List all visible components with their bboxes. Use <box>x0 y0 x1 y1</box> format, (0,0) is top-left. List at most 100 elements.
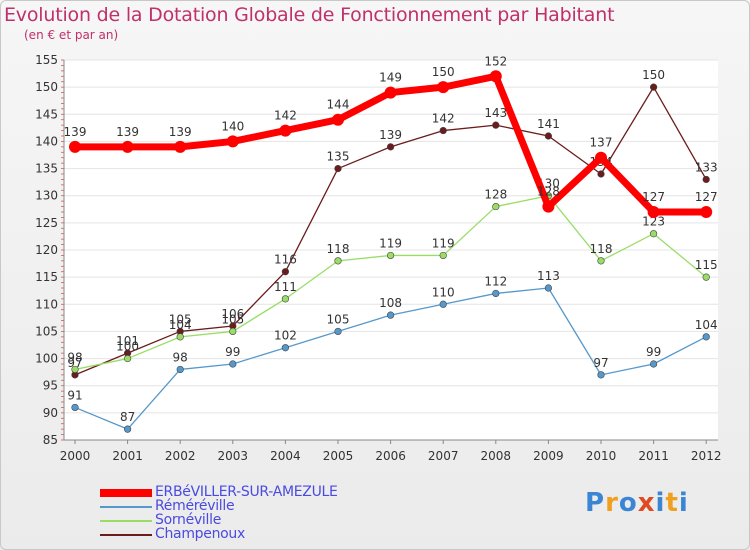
logo-letter: P <box>585 488 606 518</box>
data-point-sorneville <box>281 295 290 303</box>
y-tick-label: 95 <box>43 379 58 393</box>
x-tick-label: 2003 <box>218 449 249 463</box>
data-point-sorneville <box>492 202 500 211</box>
legend-label: Sornéville <box>155 512 222 528</box>
data-point-champenoux <box>439 126 447 135</box>
chart-subtitle: (en € et par an) <box>24 28 119 42</box>
data-point-remereville <box>229 360 237 368</box>
data-label-remereville: 110 <box>432 285 455 299</box>
data-label-erbeviller-sur-amezule: 150 <box>432 65 455 79</box>
data-label-remereville: 105 <box>327 312 350 326</box>
chart-title: Evolution de la Dotation Globale de Fonc… <box>4 4 615 26</box>
data-label-champenoux: 135 <box>327 150 350 164</box>
data-label-remereville: 104 <box>695 318 718 332</box>
data-label-sorneville: 98 <box>67 350 82 364</box>
data-label-remereville: 113 <box>537 269 560 283</box>
x-tick-label: 2007 <box>428 449 459 463</box>
data-label-champenoux: 116 <box>274 253 297 267</box>
y-tick-label: 135 <box>35 162 58 176</box>
data-point-erbeviller-sur-amezule <box>700 206 713 218</box>
data-point-erbeviller-sur-amezule <box>69 140 81 153</box>
data-label-champenoux: 143 <box>484 106 507 120</box>
data-label-erbeviller-sur-amezule: 139 <box>64 125 87 139</box>
data-label-sorneville: 119 <box>379 236 402 250</box>
data-point-remereville <box>649 360 658 368</box>
data-point-remereville <box>387 311 395 319</box>
data-point-sorneville <box>176 333 184 341</box>
x-tick-label: 2008 <box>481 449 512 463</box>
data-point-remereville <box>176 365 184 374</box>
data-point-sorneville <box>439 251 447 260</box>
legend-swatch <box>100 489 152 497</box>
data-point-champenoux <box>387 143 395 151</box>
data-point-erbeviller-sur-amezule <box>332 113 344 126</box>
x-tick-label: 2009 <box>533 449 564 463</box>
y-tick-label: 105 <box>35 324 58 338</box>
x-tick-label: 2005 <box>323 449 354 463</box>
data-point-remereville <box>439 300 447 308</box>
data-label-champenoux: 106 <box>221 307 244 321</box>
legend-label: Réméréville <box>155 498 235 514</box>
data-point-erbeviller-sur-amezule <box>437 81 450 94</box>
data-label-sorneville: 105 <box>221 312 244 326</box>
data-label-champenoux: 142 <box>432 112 455 126</box>
y-tick-label: 140 <box>35 134 58 148</box>
data-label-sorneville: 118 <box>590 242 613 256</box>
data-point-sorneville <box>649 230 658 238</box>
x-tick-label: 2010 <box>586 449 617 463</box>
data-point-sorneville <box>71 365 79 374</box>
data-label-erbeviller-sur-amezule: 128 <box>537 185 560 199</box>
data-label-champenoux: 133 <box>695 160 718 174</box>
data-label-erbeviller-sur-amezule: 137 <box>590 136 613 150</box>
data-label-remereville: 108 <box>379 296 402 310</box>
data-point-remereville <box>71 403 79 412</box>
data-point-sorneville <box>229 327 237 336</box>
data-label-erbeviller-sur-amezule: 139 <box>116 125 139 139</box>
x-tick-label: 2004 <box>270 449 301 463</box>
data-label-champenoux: 141 <box>537 117 560 131</box>
logo-letter: i <box>678 488 689 518</box>
x-tick-label: 2006 <box>375 449 406 463</box>
data-point-sorneville <box>387 251 395 260</box>
y-tick-label: 110 <box>35 297 58 311</box>
logo-letter: x <box>637 488 656 518</box>
data-label-sorneville: 128 <box>484 188 507 202</box>
data-point-remereville <box>123 425 132 433</box>
data-point-erbeviller-sur-amezule <box>121 140 134 153</box>
proxiti-logo: Proxiti <box>585 488 689 518</box>
data-label-remereville: 91 <box>67 388 82 402</box>
data-point-champenoux <box>597 170 605 178</box>
data-label-champenoux: 97 <box>67 356 82 370</box>
data-point-erbeviller-sur-amezule <box>174 140 187 153</box>
data-point-remereville <box>544 284 553 292</box>
data-label-champenoux: 101 <box>116 334 139 348</box>
data-point-sorneville <box>597 257 605 265</box>
data-point-erbeviller-sur-amezule <box>647 206 660 218</box>
data-point-erbeviller-sur-amezule <box>226 135 239 148</box>
data-point-remereville <box>492 289 500 298</box>
data-point-erbeviller-sur-amezule <box>542 200 555 213</box>
data-point-sorneville <box>123 354 132 363</box>
x-tick-label: 2012 <box>691 449 722 463</box>
data-point-champenoux <box>649 83 658 91</box>
x-tick-label: 2011 <box>638 449 669 463</box>
data-point-remereville <box>597 371 605 379</box>
data-point-champenoux <box>281 268 290 276</box>
data-label-erbeviller-sur-amezule: 149 <box>379 71 402 85</box>
y-tick-label: 85 <box>43 433 58 447</box>
y-tick-label: 125 <box>35 216 58 230</box>
logo-letter: i <box>655 488 666 518</box>
legend-swatch <box>100 520 152 522</box>
data-label-remereville: 98 <box>173 350 188 364</box>
data-label-erbeviller-sur-amezule: 139 <box>169 125 192 139</box>
y-tick-label: 120 <box>35 243 58 257</box>
data-point-remereville <box>281 344 290 352</box>
data-point-erbeviller-sur-amezule <box>489 70 502 83</box>
logo-letter: r <box>605 488 619 518</box>
data-label-sorneville: 118 <box>327 242 350 256</box>
x-tick-label: 2001 <box>112 449 143 463</box>
data-point-champenoux <box>702 175 710 184</box>
data-label-remereville: 99 <box>646 345 661 359</box>
data-point-champenoux <box>492 121 500 129</box>
